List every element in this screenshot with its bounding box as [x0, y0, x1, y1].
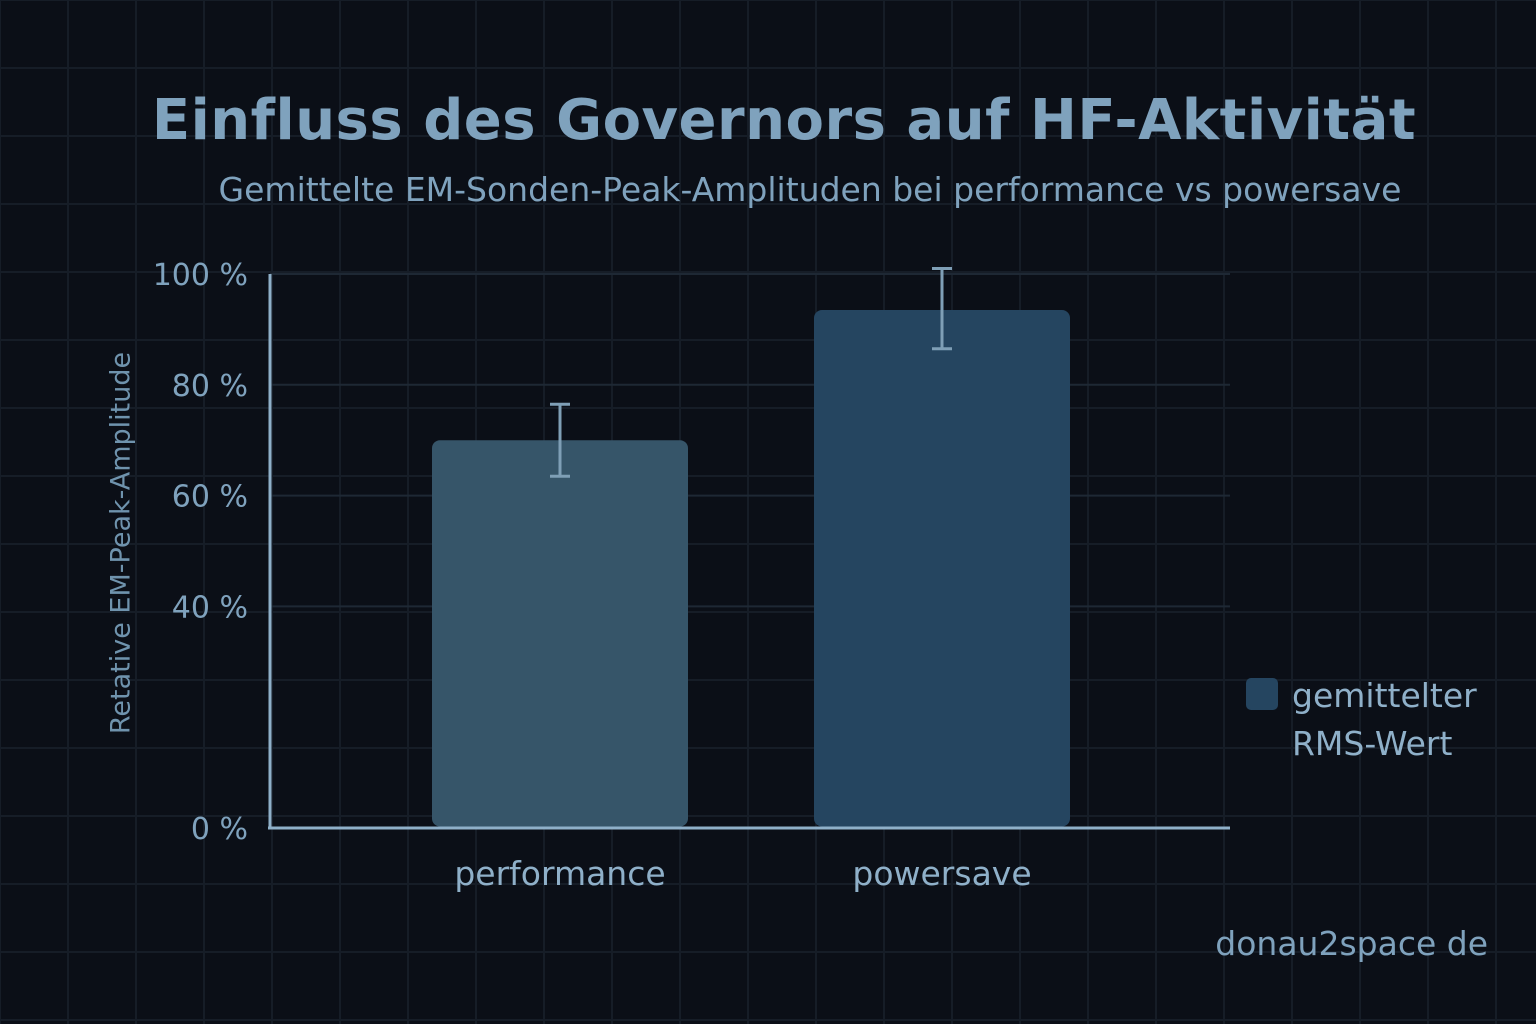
y-tick-label: 60 %: [172, 480, 248, 515]
y-tick-label: 40 %: [172, 590, 248, 625]
y-tick-label: 0 %: [191, 812, 248, 847]
bar-powersave: [814, 310, 1070, 827]
y-tick-label: 100 %: [153, 258, 248, 293]
x-tick-label-performance: performance: [454, 854, 665, 893]
legend: gemittelter RMS-Wert: [1246, 672, 1492, 768]
watermark: donau2space de: [1215, 924, 1488, 963]
chart-subtitle: Gemittelte EM-Sonden-Peak-Amplituden bei…: [218, 170, 1402, 209]
chart-title: Einfluss des Governors auf HF-Aktivität: [151, 88, 1417, 153]
y-tick-label: 80 %: [172, 369, 248, 404]
x-tick-label-powersave: powersave: [852, 854, 1031, 893]
legend-label: gemittelter RMS-Wert: [1292, 676, 1477, 763]
bar-performance: [432, 440, 688, 827]
legend-swatch: [1246, 678, 1278, 710]
